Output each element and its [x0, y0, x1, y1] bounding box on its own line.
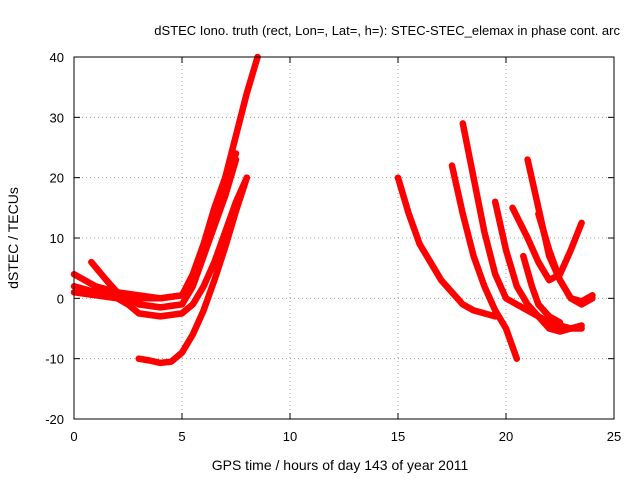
x-tick-label: 0 [70, 429, 77, 444]
series-arc-3 [88, 156, 240, 311]
series-arc-4 [70, 174, 251, 320]
y-axis-label: dSTEC / TECUs [5, 187, 21, 289]
y-tick-label: 30 [50, 110, 64, 125]
x-axis-label: GPS time / hours of day 143 of year 2011 [212, 457, 469, 473]
series-arc-13 [520, 252, 564, 326]
series-arc-12 [535, 210, 596, 308]
x-tick-label: 10 [283, 429, 297, 444]
y-tick-label: -20 [45, 412, 64, 427]
series-arc-2 [70, 150, 240, 302]
x-tick-label: 15 [391, 429, 405, 444]
axis-ticks: 0 5 10 15 20 25 -20 -10 0 10 20 30 40 [45, 50, 621, 444]
y-tick-label: 40 [50, 50, 64, 65]
x-tick-label: 20 [499, 429, 513, 444]
series-arc-8 [459, 120, 585, 332]
plot-area [70, 53, 596, 367]
series-arc-10 [509, 204, 585, 284]
chart-title: dSTEC Iono. truth (rect, Lon=, Lat=, h=)… [154, 23, 620, 38]
series-arc-9 [491, 198, 585, 335]
x-tick-label: 5 [178, 429, 185, 444]
series-arc-7 [448, 162, 521, 362]
y-tick-label: 20 [50, 171, 64, 186]
series-arc-6 [394, 174, 499, 320]
y-tick-label: 0 [57, 291, 64, 306]
y-tick-label: -10 [45, 352, 64, 367]
series-arc-5 [135, 174, 251, 367]
y-tick-label: 10 [50, 231, 64, 246]
x-tick-label: 25 [607, 429, 621, 444]
